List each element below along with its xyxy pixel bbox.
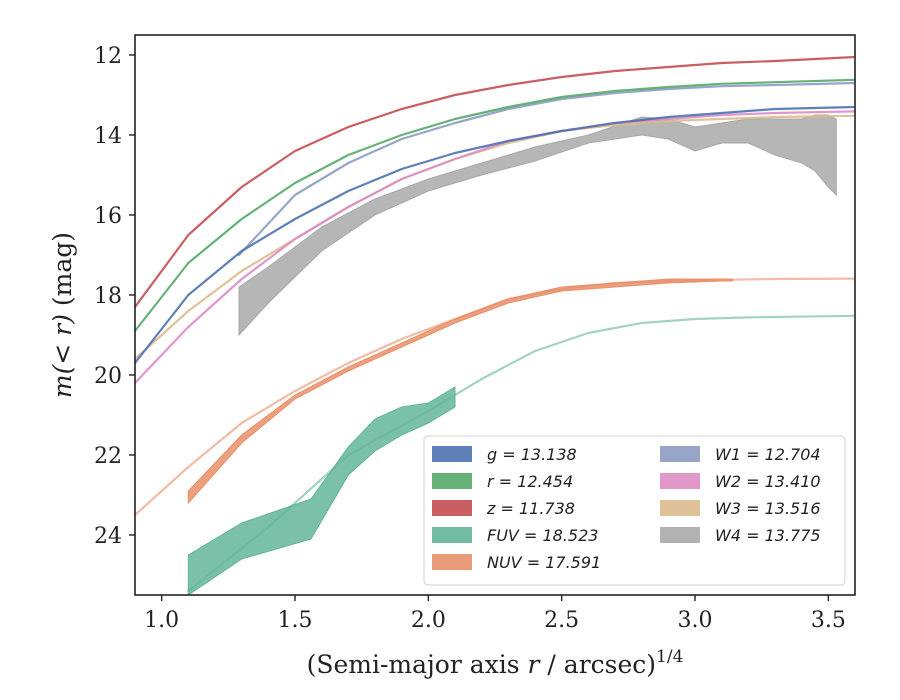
legend-label-g: g = 13.138 xyxy=(487,445,577,464)
series-w1-model-line xyxy=(237,81,855,257)
legend-label-r: r = 12.454 xyxy=(487,472,573,491)
legend-label-w1: W1 = 12.704 xyxy=(715,445,821,464)
legend-box xyxy=(423,435,846,586)
series-fuv-band xyxy=(187,386,456,595)
series-w2-model-line xyxy=(135,110,855,385)
legend-label-w2: W2 = 13.410 xyxy=(715,472,821,491)
legend-items: g = 13.138 r = 12.454 z = 11.738 FUV = 18.5… xyxy=(432,445,821,572)
y-tick-label: 14 xyxy=(94,124,122,149)
x-tick-label: 1.0 xyxy=(144,608,179,633)
legend-swatch-r xyxy=(432,473,472,489)
x-tick-label: 2.0 xyxy=(411,608,446,633)
series-z-model-line xyxy=(135,55,855,309)
legend-swatch-w4 xyxy=(660,527,700,543)
series-nuv-model-line xyxy=(135,277,855,517)
y-tick-label: 18 xyxy=(94,284,122,309)
y-tick-label: 22 xyxy=(94,444,122,469)
series-w4-band xyxy=(238,114,837,337)
legend-swatch-w1 xyxy=(660,446,700,462)
x-axis-title: (Semi-major axis r / arcsec)1/4 xyxy=(307,647,684,679)
ticks-layer: 1.0 1.5 2.0 2.5 3.0 3.5 12 14 16 18 20 22 24 xyxy=(94,44,846,633)
legend-swatch-z xyxy=(432,500,472,516)
legend-swatch-w3 xyxy=(660,500,700,516)
plot-frame xyxy=(134,34,856,596)
series-fuv-model-line xyxy=(187,314,855,593)
legend-swatch-fuv xyxy=(432,527,472,543)
legend-swatch-nuv xyxy=(432,554,472,570)
x-tick-label: 3.5 xyxy=(811,608,846,633)
legend-swatch-w2 xyxy=(660,473,700,489)
x-tick-label: 3.0 xyxy=(678,608,713,633)
x-tick-label: 1.5 xyxy=(278,608,313,633)
series-r-model-line xyxy=(135,78,855,333)
legend-label-z: z = 11.738 xyxy=(486,499,575,518)
legend: g = 13.138 r = 12.454 z = 11.738 FUV = 18.5… xyxy=(423,435,846,586)
series-nuv-band xyxy=(187,278,733,505)
y-axis-title: m(< r) (mag) xyxy=(48,232,77,398)
series-layer xyxy=(135,55,855,595)
x-tick-label: 2.5 xyxy=(544,608,579,633)
legend-label-w3: W3 = 13.516 xyxy=(715,499,821,518)
y-tick-label: 16 xyxy=(94,204,122,229)
legend-swatch-g xyxy=(432,446,472,462)
legend-label-w4: W4 = 13.775 xyxy=(715,526,821,545)
y-tick-label: 12 xyxy=(94,44,122,69)
y-tick-label: 24 xyxy=(94,524,122,549)
y-tick-label: 20 xyxy=(94,364,122,389)
legend-label-nuv: NUV = 17.591 xyxy=(487,553,601,572)
legend-label-fuv: FUV = 18.523 xyxy=(487,526,598,545)
series-g-model-line xyxy=(135,105,855,365)
